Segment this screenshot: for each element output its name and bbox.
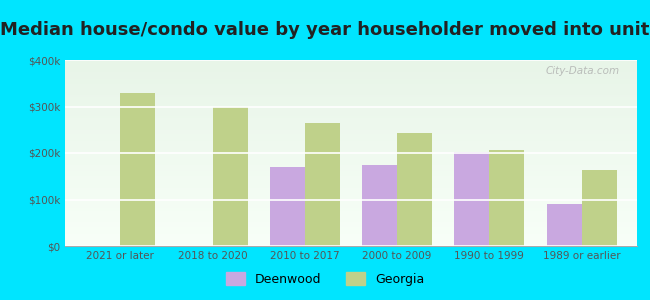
Bar (270, 167, 305, 246)
Bar (547, 204, 582, 246)
Text: City-Data.com: City-Data.com (546, 66, 620, 76)
Bar (305, 123, 340, 246)
Bar (489, 150, 525, 246)
Legend: Deenwood, Georgia: Deenwood, Georgia (221, 267, 429, 291)
Bar (454, 152, 489, 246)
Text: Median house/condo value by year householder moved into unit: Median house/condo value by year househo… (0, 21, 650, 39)
Bar (120, 92, 155, 246)
Bar (213, 107, 248, 246)
Bar (582, 170, 617, 246)
Bar (362, 165, 397, 246)
Bar (397, 134, 432, 246)
